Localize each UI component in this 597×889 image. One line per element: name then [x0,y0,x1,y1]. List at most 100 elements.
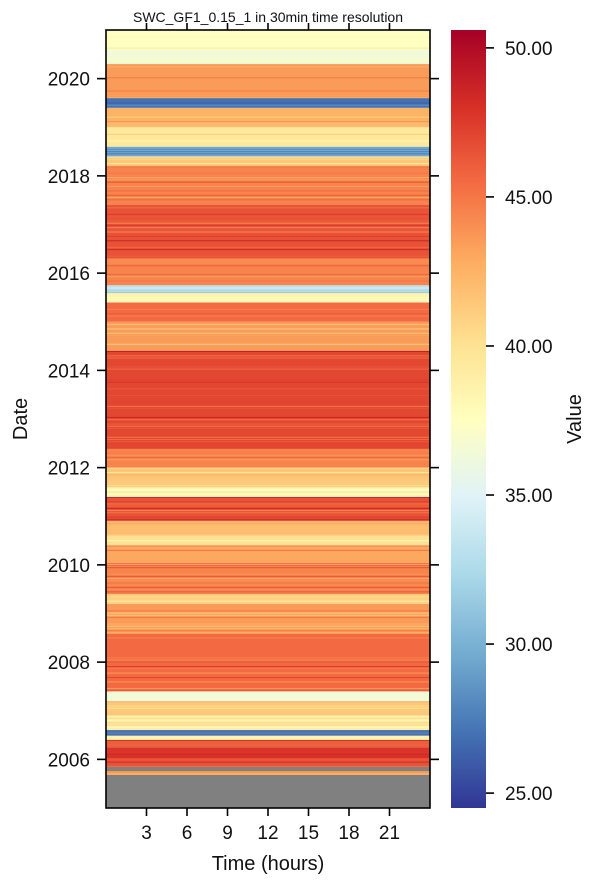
heatmap-line [106,447,430,449]
heatmap-line [106,207,430,209]
heatmap-line [106,427,430,430]
heatmap-line [106,480,430,482]
heatmap-line [106,516,430,518]
heatmap-line [106,495,430,497]
heatmap-line [106,739,430,742]
heatmap-line [106,123,430,125]
y-tick-label: 2016 [48,264,90,285]
heatmap-line [106,623,430,625]
heatmap-line [106,357,430,359]
heatmap-line [106,722,430,724]
heatmap-line [106,405,430,408]
heatmap-line [106,690,430,692]
heatmap-line [106,621,430,623]
heatmap-line [106,459,430,461]
heatmap-line [106,681,430,683]
heatmap-line [106,133,430,135]
x-tick-label: 3 [141,823,152,844]
heatmap-line [106,630,430,632]
heatmap-line [106,578,430,580]
heatmap-line [106,501,430,503]
heatmap-line [106,441,430,443]
heatmap-line [106,730,430,732]
heatmap-line [106,425,430,427]
heatmap-row [106,739,430,748]
heatmap-line [106,632,430,635]
x-axis: 3 6 9 12 15 18 21 [141,23,400,844]
heatmap-line [106,260,430,262]
heatmap-line [106,332,430,334]
heatmap-line [106,265,430,267]
heatmap-line [106,720,430,722]
heatmap-line [106,503,430,505]
heatmap-line [106,151,430,153]
heatmap-line [106,554,430,556]
y-axis-label: Date [10,398,32,440]
heatmap-line [106,724,430,726]
heatmap-line [106,282,430,284]
heatmap-line [106,292,430,294]
heatmap-line [106,485,430,487]
heatmap-line [106,148,430,150]
heatmap-line [106,507,430,509]
heatmap-line [106,612,430,614]
heatmap-row [106,302,430,322]
heatmap-line [106,676,430,679]
heatmap-line [106,614,430,616]
heatmap-line [106,454,430,456]
heatmap-line [106,196,430,199]
heatmap-row [106,747,430,760]
heatmap-row [106,766,430,772]
heatmap-row [106,321,430,351]
heatmap-line [106,34,430,36]
heatmap-line [106,753,430,755]
heatmap-line [106,280,430,282]
heatmap-line [106,700,430,702]
heatmap-line [106,315,430,317]
heatmap-line [106,759,430,761]
heatmap-line [106,598,430,600]
chart-title: SWC_GF1_0.15_1 in 30min time resolution [133,9,403,25]
heatmap-line [106,313,430,315]
heatmap-line [106,491,430,493]
heatmap-line [106,287,430,289]
heatmap-line [106,366,430,368]
y-tick-label: 2012 [48,459,90,480]
heatmap-line [106,625,430,627]
heatmap-line [106,469,430,471]
heatmap-line [106,600,430,602]
colorbar-tick-label: 30.00 [505,635,553,656]
heatmap-line [106,163,430,165]
y-axis: 2006 2008 2010 2012 2014 2016 2018 2020 [48,70,439,771]
colorbar-axis: 25.00 30.00 35.00 40.00 45.00 50.00 [486,39,553,805]
heatmap-line [106,580,430,582]
heatmap-line [106,657,430,659]
heatmap-texture [106,30,430,775]
heatmap-line [106,693,430,695]
heatmap-row [106,759,430,767]
y-tick-label: 2010 [48,556,90,577]
heatmap-line [106,687,430,690]
heatmap-line [106,573,430,575]
colorbar-tick-label: 40.00 [505,337,553,358]
heatmap-line [106,227,430,229]
heatmap-line [106,328,430,330]
heatmap-line [106,291,430,293]
heatmap-line [106,665,430,668]
heatmap-line [106,240,430,242]
heatmap-line [106,116,430,118]
heatmap-line [106,258,430,260]
heatmap-line [106,765,430,768]
heatmap-line [106,416,430,419]
heatmap-line [106,518,430,520]
heatmap-line [106,267,430,269]
heatmap-line [106,158,430,160]
heatmap-line [106,771,430,773]
x-tick-label: 18 [338,823,359,844]
heatmap-line [106,756,430,758]
heatmap-line [106,401,430,403]
heatmap-line [106,616,430,619]
heatmap-line [106,51,430,53]
heatmap-line [106,174,430,177]
heatmap-line [106,56,430,58]
